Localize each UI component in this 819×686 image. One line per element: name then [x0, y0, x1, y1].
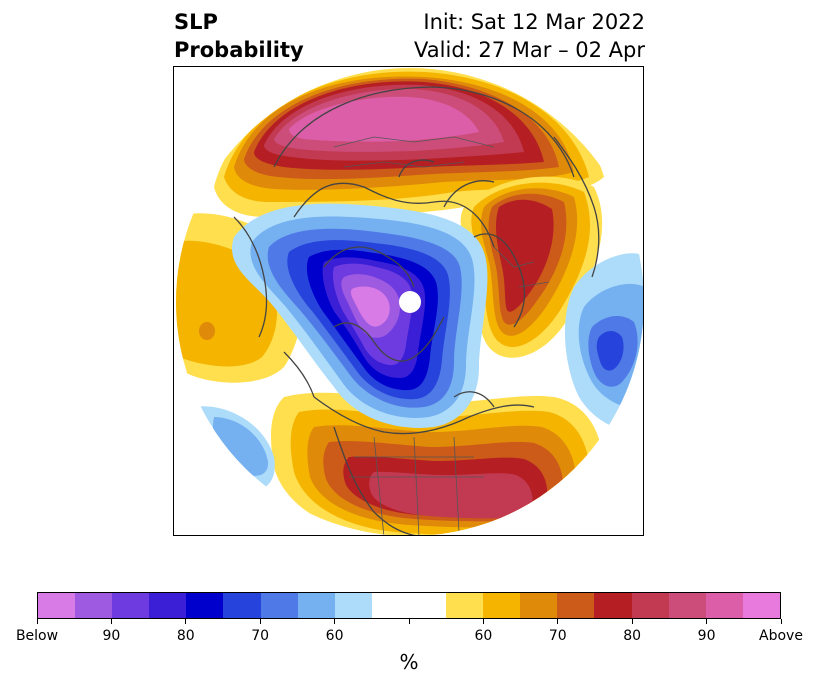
- valid-period: Valid: 27 Mar – 02 Apr: [414, 38, 645, 62]
- colorbar-tick: [706, 619, 708, 624]
- colorbar-tick: [408, 619, 410, 624]
- colorbar-tick-label: 60: [325, 628, 344, 644]
- atlantic-above-anomaly: [460, 176, 603, 358]
- atlantic-below-anomaly: [565, 253, 643, 431]
- colorbar-tick-label: 70: [548, 628, 567, 644]
- colorbar-segment: [742, 593, 780, 618]
- colorbar-tick: [780, 619, 782, 624]
- colorbar-segment: [297, 593, 335, 618]
- colorbar-tick-label: Below: [15, 628, 59, 644]
- title-variable: SLP: [174, 10, 218, 34]
- colorbar-segment: [668, 593, 706, 618]
- colorbar-ticks: [36, 619, 782, 627]
- colorbar-segment: [446, 593, 484, 618]
- colorbar-segment: [594, 593, 632, 618]
- pacific-above-anomaly: [271, 392, 604, 535]
- colorbar-tick-label: 90: [697, 628, 716, 644]
- colorbar-segment: [38, 593, 76, 618]
- colorbar-segment: [75, 593, 113, 618]
- colorbar-tick: [482, 619, 484, 624]
- colorbar-segment: [520, 593, 558, 618]
- colorbar-segment: [223, 593, 261, 618]
- colorbar-tick-label: 90: [102, 628, 121, 644]
- colorbar-tick-label: 70: [251, 628, 270, 644]
- arctic-below-anomaly: [232, 203, 488, 428]
- colorbar-segment: [260, 593, 298, 618]
- colorbar-tick-label: 80: [623, 628, 642, 644]
- colorbar-segment: [483, 593, 521, 618]
- borders: [333, 136, 550, 535]
- map-frame: [173, 66, 644, 536]
- colorbar-tick: [334, 619, 336, 624]
- colorbar: [37, 592, 781, 619]
- colorbar-tick: [36, 619, 38, 624]
- colorbar-tick-label: Above: [759, 628, 803, 644]
- colorbar-unit-label: %: [399, 650, 419, 674]
- colorbar-tick: [110, 619, 112, 624]
- colorbar-segment: [149, 593, 187, 618]
- colorbar-segment: [334, 593, 372, 618]
- colorbar-tick: [631, 619, 633, 624]
- polar-map: [176, 68, 643, 535]
- title-metric: Probability: [174, 38, 304, 62]
- pole-marker: [399, 291, 421, 313]
- colorbar-segment: [112, 593, 150, 618]
- colorbar-segment: [186, 593, 224, 618]
- colorbar-segment: [705, 593, 743, 618]
- colorbar-segment: [557, 593, 595, 618]
- init-date: Init: Sat 12 Mar 2022: [423, 10, 645, 34]
- colorbar-tick: [557, 619, 559, 624]
- colorbar-tick: [185, 619, 187, 624]
- colorbar-tick: [259, 619, 261, 624]
- title-right: Init: Sat 12 Mar 2022 Valid: 27 Mar – 02…: [414, 8, 645, 64]
- colorbar-segment: [631, 593, 669, 618]
- siberia-above-anomaly: [214, 68, 604, 217]
- title-left: SLP Probability: [174, 8, 304, 64]
- coastlines: [233, 86, 600, 535]
- colorbar-segment: [371, 593, 447, 618]
- colorbar-tick-label: 80: [176, 628, 195, 644]
- colorbar-tick-label: 60: [474, 628, 493, 644]
